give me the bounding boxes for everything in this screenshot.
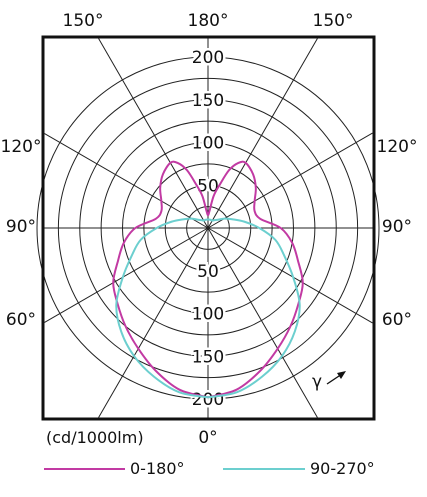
grid-spoke-150 [207,38,318,229]
series-line-0-180 [112,160,304,399]
unit-label: (cd/1000lm) [46,428,144,447]
series-line-90-270 [115,217,301,399]
angle-label-left-120: 120° [1,137,42,157]
angle-label-right-120: 120° [377,137,418,157]
legend: 0-180° 90-270° [44,459,375,478]
grid-spoke-210 [98,38,209,229]
angle-label-left-90: 90° [6,217,36,237]
plot-frame [41,35,376,421]
ring-label-100-lower: 100 [192,305,224,325]
legend-label-0-180: 0-180° [130,459,185,478]
angle-label-bottom: 0° [198,428,217,448]
gamma-arrow-head [337,371,346,379]
ring-label-50-lower: 50 [197,262,219,282]
ring-label-200-upper: 200 [192,48,224,68]
series-layer [112,160,304,399]
ring-label-100-upper: 100 [192,134,224,154]
angle-labels: 150° 180° 150° 120° 90° 60° 120° 90° 60°… [1,11,418,448]
angle-label-right-60: 60° [382,310,412,330]
grid-spoke-300 [44,227,209,323]
ring-label-50-upper: 50 [197,176,219,196]
ring-label-200-lower: 200 [192,390,224,410]
grid-spoke-330 [98,227,209,418]
grid-spoke-240 [44,133,209,229]
gamma-indicator: γ [312,371,346,392]
angle-label-top-right: 150° [313,11,354,31]
grid-spoke-120 [207,132,373,229]
angle-label-top-left: 150° [63,11,104,31]
gamma-label: γ [312,372,322,392]
ring-label-150-lower: 150 [192,347,224,367]
angle-label-top-center: 180° [188,11,229,31]
angle-label-left-60: 60° [6,310,36,330]
legend-label-90-270: 90-270° [310,459,375,478]
ring-label-150-upper: 150 [192,91,224,111]
grid-layer [36,38,380,418]
angle-label-right-90: 90° [382,217,412,237]
ring-labels: 50 100 150 200 50 100 150 200 [189,46,226,413]
grid-spoke-60 [207,227,373,324]
grid-spoke-30 [207,227,318,418]
